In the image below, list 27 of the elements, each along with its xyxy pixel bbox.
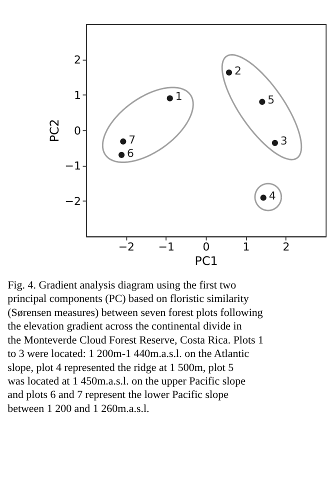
x-tick-label: −2: [118, 240, 134, 254]
y-axis-title: PC2: [47, 119, 62, 142]
x-tick-label: 0: [202, 240, 210, 254]
annotation: 7: [128, 133, 136, 146]
x-tick-label: 2: [282, 240, 290, 254]
x-tick-label: −1: [158, 240, 174, 254]
y-tick-label: −2: [64, 195, 81, 208]
text: Fig. 4. Gradient analysis diagram using the first two principal components (PC) based on floristic similarity (Sørensen measures) between seven forest plots following the elevation gradient across the continental divide in the Monteverde Cloud Forest Reserve, Costa Rica. Plots 1 to 3 were located: 1 200m-1 440m.a.s.l. on the Atlantic slope, plot 4 represented the ridge at 1 500m, plot 5 was located at 1 450m.a.s.l. on the upper Pacific slope and plots 6 and 7 represent the lower Pacific slope between 1 200 and 1 260m.a.s.l.: [8, 279, 264, 415]
y-tick-label: 0: [74, 124, 81, 138]
point: [259, 98, 266, 105]
x-tick-label: 1: [242, 240, 250, 254]
annotation: 2: [234, 64, 242, 78]
annotation: 3: [280, 134, 288, 148]
x-axis-title: PC1: [194, 254, 218, 268]
point: [272, 140, 278, 146]
point: [166, 95, 173, 102]
annotation: 5: [268, 94, 275, 107]
y-tick-label: 1: [74, 88, 81, 102]
annotation: 1: [175, 90, 182, 104]
point: [260, 194, 266, 201]
y-tick-label: −1: [64, 160, 81, 173]
point: [120, 138, 126, 145]
annotation: 4: [268, 190, 276, 203]
y-tick-label: 2: [74, 54, 81, 67]
annotation: 6: [127, 146, 134, 160]
point: [226, 69, 232, 76]
point: [118, 152, 125, 158]
